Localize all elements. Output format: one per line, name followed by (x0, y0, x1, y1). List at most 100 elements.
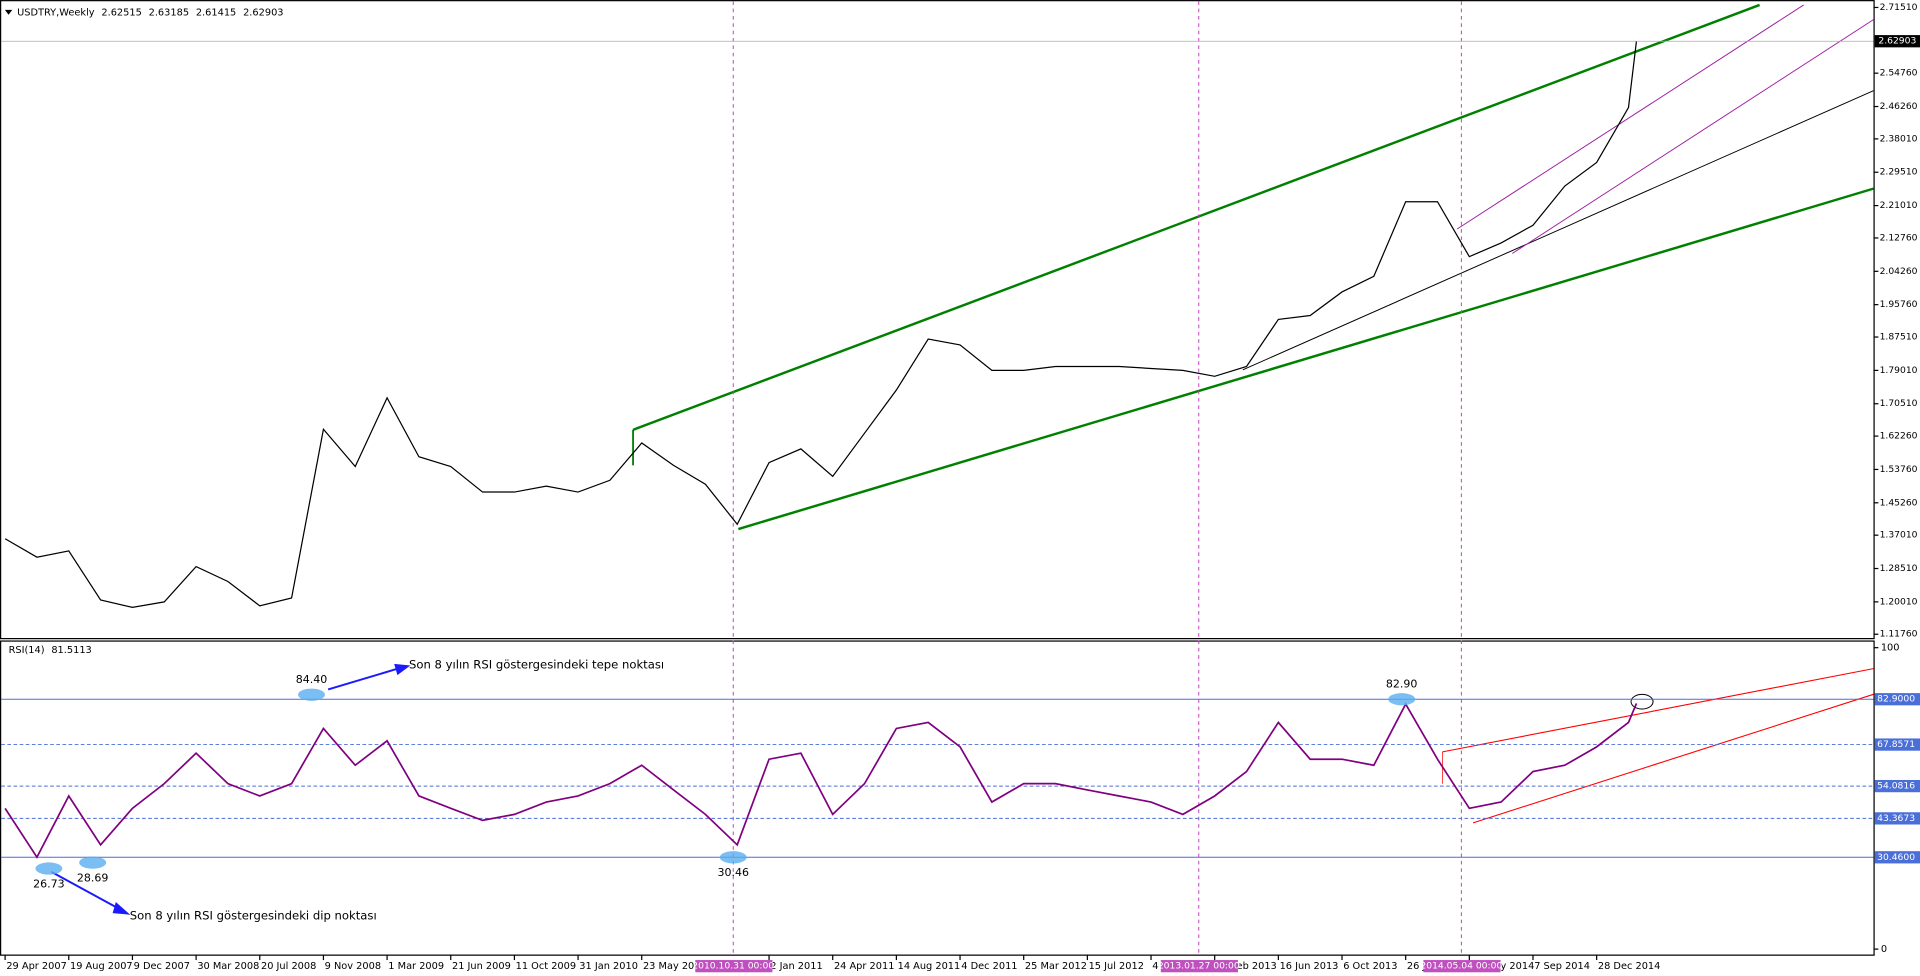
y-tick-label: 1.95760 (1880, 299, 1918, 310)
rsi-extreme-label: 28.69 (77, 872, 109, 885)
close: 2.62903 (243, 7, 283, 18)
frame (0, 0, 1875, 956)
y-tick-label: 2.46260 (1880, 101, 1918, 112)
rsi-extreme (298, 688, 325, 701)
x-tick-label: 23 May 2010 (643, 961, 707, 972)
x-tick-label: 31 Jan 2010 (579, 961, 638, 972)
y-tick-label: 1.28510 (1880, 563, 1918, 574)
rsi-level-label: 54.0816 (1877, 781, 1915, 792)
vertical-line-label: 2014.05.04 00:00 (1420, 961, 1502, 972)
rsi-extreme (719, 851, 747, 864)
vertical-line-box (1423, 960, 1501, 973)
x-tick-label: 28 Dec 2014 (1598, 961, 1661, 972)
x-tick-label: 16 Jun 2013 (1280, 961, 1339, 972)
rsi-level-box (1874, 851, 1920, 864)
purple-channel-lower (1511, 19, 1874, 254)
y-tick-label: 1.62260 (1880, 431, 1918, 442)
low: 2.61415 (196, 7, 236, 18)
x-tick-label: 1 Mar 2009 (388, 961, 444, 972)
rsi-line-lower (1472, 693, 1874, 824)
x-tick-label: 18 May 2014 (1471, 961, 1535, 972)
series-line (4, 41, 1638, 609)
y-tick-label: 2.29510 (1880, 167, 1918, 178)
open: 2.62515 (101, 7, 141, 18)
arrow-bottom (50, 871, 120, 910)
y-tick-label: 2.04260 (1880, 266, 1918, 277)
y-tick-label: 2.54760 (1880, 68, 1918, 79)
rsi-level-box (1874, 779, 1920, 793)
rsi-extreme (1388, 693, 1416, 706)
rsi-extreme-label: 30.46 (717, 866, 749, 879)
last-price-box (1874, 35, 1920, 48)
x-tick-label: 24 Apr 2011 (834, 961, 894, 972)
header-arrow (4, 9, 13, 15)
x-tick-label: 7 Sep 2014 (1534, 961, 1590, 972)
y-tick-label: 1.45260 (1880, 497, 1918, 508)
y2-tick-label: 0 (1881, 944, 1887, 955)
arrows (50, 663, 411, 915)
y-tick-label: 2.12760 (1880, 232, 1918, 243)
x-tick-label: 29 Apr 2007 (6, 961, 66, 972)
x-tick-label: 19 Aug 2007 (70, 961, 133, 972)
y-tick-label: 1.11760 (1880, 629, 1918, 640)
x-tick-label: 24 Feb 2013 (1216, 961, 1277, 972)
x-tick-label: 9 Nov 2008 (325, 961, 381, 972)
arrow-head (112, 901, 131, 915)
vertical-line-box (695, 960, 773, 973)
trendlines (632, 3, 1874, 824)
y-tick-label: 2.21010 (1880, 200, 1918, 211)
y-tick-label: 1.53760 (1880, 464, 1918, 475)
y-tick-label: 1.20010 (1880, 596, 1918, 607)
rsi-level-label: 82.9000 (1877, 694, 1915, 705)
channel-lower (738, 187, 1874, 531)
rsi-line-upper (1442, 668, 1874, 753)
x-tick-label: 15 Jul 2012 (1089, 961, 1144, 972)
x-tick-label: 25 Mar 2012 (1025, 961, 1087, 972)
y-tick-label: 1.70510 (1880, 398, 1918, 409)
rsi-name: RSI(14) (9, 645, 45, 656)
vertical-line-box (1160, 960, 1238, 973)
purple-channel-upper (1456, 4, 1804, 230)
rsi-level-box (1874, 693, 1920, 706)
support-line (1242, 90, 1874, 371)
rsi-extreme-label: 84.40 (296, 673, 328, 686)
rsi-extreme (79, 856, 107, 869)
rsi-level-label: 67.8571 (1877, 739, 1915, 750)
symbol: USDTRY,Weekly (17, 7, 95, 18)
last-price-label: 2.62903 (1878, 36, 1916, 47)
rsi-level-box (1874, 812, 1920, 825)
x-tick-label: 4 Dec 2011 (961, 961, 1017, 972)
price-header: USDTRY,Weekly 2.62515 2.63185 2.61415 2.… (17, 7, 283, 18)
y2-tick-label: 100 (1881, 643, 1900, 654)
note-top: Son 8 yılın RSI göstergesindeki tepe nok… (409, 657, 664, 671)
x-tick-label: 21 Jun 2009 (452, 961, 511, 972)
vertical-line-label: 2013.01.27 00:00 (1158, 961, 1240, 972)
note-bottom: Son 8 yılın RSI göstergesindeki dip nokt… (130, 908, 377, 922)
x-tick-label: 6 Oct 2013 (1343, 961, 1397, 972)
rsi-level-label: 30.4600 (1877, 852, 1915, 863)
x-tick-label: 20 Jul 2008 (261, 961, 316, 972)
rsi-value: 81.5113 (51, 645, 91, 656)
y-tick-label: 2.71510 (1880, 2, 1918, 13)
arrow-top (327, 667, 399, 691)
rsi-extreme-label: 26.73 (33, 877, 65, 890)
x-tick-label: 11 Oct 2009 (516, 961, 576, 972)
y-tick-label: 1.37010 (1880, 530, 1918, 541)
y-tick-label: 1.79010 (1880, 365, 1918, 376)
rsi-pane (0, 640, 1875, 956)
y-tick-label: 2.38010 (1880, 133, 1918, 144)
rsi-circle (1630, 693, 1654, 710)
series-line (4, 702, 1638, 859)
rsi-level-box (1874, 738, 1920, 751)
arrow-head (394, 663, 411, 676)
high: 2.63185 (149, 7, 189, 18)
y-tick-label: 1.87510 (1880, 332, 1918, 343)
rsi-extreme (35, 862, 63, 875)
x-tick-label: 9 Dec 2007 (134, 961, 190, 972)
rsi-extreme-label: 82.90 (1386, 678, 1418, 691)
rsi-header: RSI(14) 81.5113 (9, 645, 92, 656)
vertical-line-label: 2010.10.31 00:00 (692, 961, 774, 972)
